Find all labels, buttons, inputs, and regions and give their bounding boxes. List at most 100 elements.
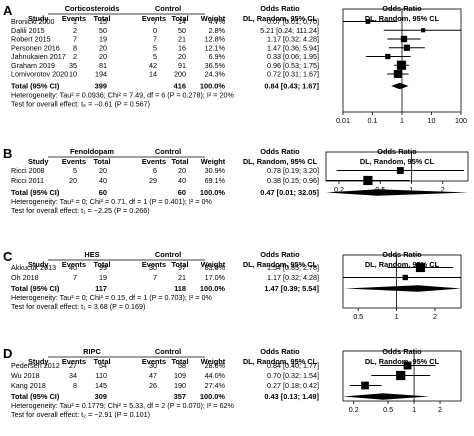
heterogeneity-stats: Heterogeneity: Tau² = 0.0936; Chi² = 7.4… xyxy=(11,91,234,100)
total-treatment: 110 xyxy=(96,371,107,380)
study-weight: 83.0% xyxy=(205,263,226,272)
total-n-control: 60 xyxy=(178,188,186,197)
plot-subtitle: DL, Random, 95% CL xyxy=(360,157,435,166)
total-treatment: 19 xyxy=(99,273,107,282)
events-treatment: 35 xyxy=(69,61,77,70)
study-row: Personen 2016 8 20 5 16 12.1% 1.47 [0.36; 5.94… xyxy=(11,43,319,52)
treatment-group-header: HES xyxy=(84,250,99,259)
total-control: 16 xyxy=(178,43,186,52)
forest-panel-b: B Study Fenoldopam Control Odds Ratio Events T… xyxy=(3,146,469,215)
total-control-header: Total xyxy=(171,260,188,269)
events-treatment: 1 xyxy=(73,17,77,26)
study-name: Personen 2016 xyxy=(11,43,60,52)
ci-method-header: DL, Random, 95% CL xyxy=(243,157,318,166)
events-control: 0 xyxy=(153,26,157,35)
events-treatment: 10 xyxy=(69,70,77,79)
study-point-square xyxy=(393,70,402,78)
study-weight: 44.0% xyxy=(205,371,226,380)
overall-effect-test: Test for overall effect: t₆ = −0.61 (P =… xyxy=(11,100,150,109)
events-treatment-header: Events xyxy=(62,357,86,366)
total-row: Total (95% CI) 60 60 100.0% 0.47 [0.01; 32.0… xyxy=(11,188,320,197)
ci-method-header: DL, Random, 95% CL xyxy=(243,260,318,269)
study-row: Dalili 2015 2 50 0 50 2.8% 5.21 [0.24; 111.24] xyxy=(11,26,319,35)
total-n-control: 357 xyxy=(174,392,186,401)
study-row: Bronicki 2000 1 15 7 14 4.7% 0.07 [0.01; 0.70] xyxy=(11,17,319,26)
study-row: Pedersen 2012 27 54 30 58 28.6% 0.84 [0.40; 1.… xyxy=(11,361,319,370)
treatment-group-header: Fenoldopam xyxy=(70,147,114,156)
events-control: 14 xyxy=(149,70,157,79)
events-control: 5 xyxy=(153,43,157,52)
total-control: 21 xyxy=(178,273,186,282)
ci-method-header: DL, Random, 95% CL xyxy=(243,357,318,366)
study-odds-ratio-ci: 1.47 [0.36; 5.94] xyxy=(267,43,319,52)
study-weight: 4.7% xyxy=(209,17,226,26)
study-column-header: Study xyxy=(28,157,49,166)
study-odds-ratio-ci: 0.72 [0.31; 1.67] xyxy=(267,70,319,79)
study-weight: 17.0% xyxy=(205,273,226,282)
forest-panel-c: C Study HES Control Odds Ratio Events Total Eve… xyxy=(3,249,462,321)
events-control-header: Events xyxy=(142,14,166,23)
study-odds-ratio-ci: 1.17 [0.32; 4.28] xyxy=(267,35,319,44)
control-group-header: Control xyxy=(155,347,181,356)
odds-ratio-column-header: Odds Ratio xyxy=(260,4,300,13)
study-name: Ricci 2011 xyxy=(11,176,44,185)
plot-frame xyxy=(342,254,462,309)
total-n-control: 416 xyxy=(174,82,186,91)
pooled-effect-diamond xyxy=(343,393,430,400)
total-treatment: 145 xyxy=(95,381,107,390)
pooled-effect-diamond xyxy=(344,285,461,292)
total-control: 200 xyxy=(174,70,186,79)
total-control-header: Total xyxy=(171,157,188,166)
events-treatment-header: Events xyxy=(62,157,86,166)
total-weight: 100.0% xyxy=(200,284,225,293)
study-name: Graham 2019 xyxy=(11,61,55,70)
total-control: 20 xyxy=(178,52,186,61)
study-odds-ratio-ci: 5.21 [0.24; 111.24] xyxy=(260,26,319,35)
total-row: Total (95% CI) 117 118 100.0% 1.47 [0.39; 5.… xyxy=(11,284,320,293)
total-odds-ratio-ci: 1.47 [0.39; 5.54] xyxy=(264,284,319,293)
total-odds-ratio-ci: 0.84 [0.43; 1.67] xyxy=(264,82,319,91)
total-treatment: 81 xyxy=(99,61,107,70)
study-row: Kang 2018 8 145 26 190 27.4% 0.27 [0.18; 0.42] xyxy=(11,381,319,390)
study-name: Ricci 2008 xyxy=(11,166,45,175)
total-treatment: 20 xyxy=(99,43,107,52)
forest-panel-a: A Study Corticosteroids Control Odds Ratio Ev… xyxy=(3,3,467,125)
total-treatment: 40 xyxy=(99,176,107,185)
study-weight: 36.5% xyxy=(205,61,226,70)
study-odds-ratio-ci: 0.84 [0.40; 1.77] xyxy=(267,361,319,370)
x-axis-tick-label: 0.5 xyxy=(375,185,385,194)
x-axis-tick-label: 0.2 xyxy=(349,405,359,414)
plot-subtitle: DL, Random, 95% CL xyxy=(365,357,440,366)
total-n-treatment: 117 xyxy=(95,284,107,293)
total-n-treatment: 399 xyxy=(95,82,107,91)
plot-title: Odds Ratio xyxy=(382,250,422,259)
weight-header: Weight xyxy=(201,260,226,269)
overall-effect-test: Test for overall effect: t₁ = 3.68 (P = … xyxy=(11,302,145,311)
events-control: 7 xyxy=(153,35,157,44)
total-treatment: 194 xyxy=(95,70,107,79)
total-treatment: 54 xyxy=(99,361,107,370)
events-control-header: Events xyxy=(142,260,166,269)
total-control: 21 xyxy=(178,35,186,44)
study-row: Wu 2018 34 110 47 109 44.0% 0.70 [0.32; 1.54] xyxy=(11,371,319,380)
total-treatment: 20 xyxy=(99,52,107,61)
x-axis-tick-label: 1 xyxy=(400,116,404,125)
heterogeneity-stats: Heterogeneity: Tau² = 0.1779; Chi² = 5.3… xyxy=(11,401,234,410)
total-treatment: 19 xyxy=(99,35,107,44)
events-treatment: 7 xyxy=(73,273,77,282)
study-weight: 12.8% xyxy=(205,35,226,44)
pooled-effect-diamond xyxy=(391,82,409,90)
forest-panel-d: D Study RIPC Control Odds Ratio Events Total Ev… xyxy=(3,346,462,419)
study-odds-ratio-ci: 0.33 [0.06; 1.95] xyxy=(267,52,319,61)
study-row: Ricci 2008 5 20 6 20 30.9% 0.78 [0.19; 3.20] xyxy=(11,166,319,175)
study-row: Jahnukaien 2017 2 20 5 20 6.9% 0.33 [0.06; 1.9… xyxy=(11,52,319,61)
x-axis-tick-label: 0.2 xyxy=(334,185,344,194)
events-treatment: 27 xyxy=(69,361,77,370)
study-name: Akkucuk 2013 xyxy=(11,263,56,272)
total-control: 20 xyxy=(178,166,186,175)
events-control: 47 xyxy=(149,371,157,380)
study-point-square xyxy=(396,60,407,70)
study-point-square xyxy=(400,35,408,43)
control-group-header: Control xyxy=(155,4,181,13)
